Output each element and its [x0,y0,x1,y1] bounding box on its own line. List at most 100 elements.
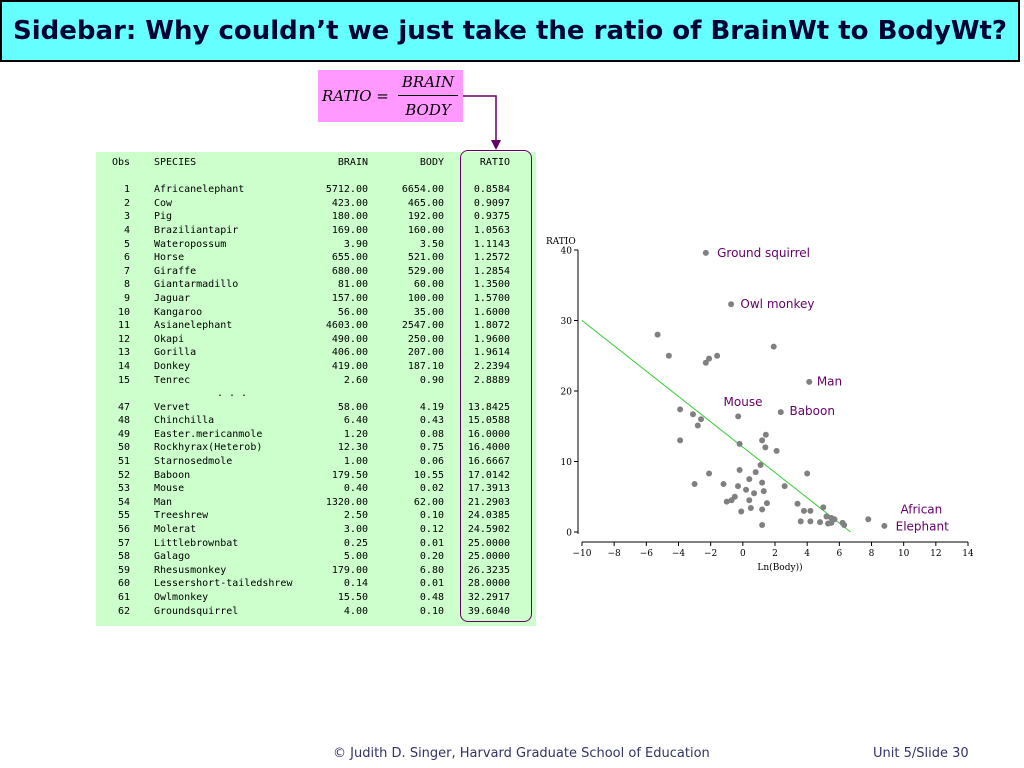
species-cell: Galago [154,551,191,563]
obs-cell: 57 [117,537,130,549]
data-point [694,422,701,429]
species-cell: Tenrec [154,374,191,386]
data-point [770,343,777,350]
data-point [760,488,767,495]
body-cell: 0.02 [419,483,444,495]
body-cell: 0.12 [419,524,444,536]
data-point [689,411,696,418]
brain-cell: 406.00 [331,347,368,359]
data-point [817,519,824,526]
obs-cell: 51 [117,456,130,468]
table-body-bottom: 47 Vervet 58.00 4.19 13.8425 48 Chinchilla 6.40… [96,401,510,619]
table-row: 50 Rockhyrax(Heterob) 12.30 0.75 16.4000 [96,441,510,455]
brain-cell: 56.00 [337,306,368,318]
obs-cell: 60 [117,578,130,590]
species-cell: Wateropossum [154,238,227,250]
table-row: 6 Horse 655.00 521.00 1.2572 [96,251,510,265]
ratio-cell: 24.0385 [467,510,510,522]
table-row: 56 Molerat 3.00 0.12 24.5902 [96,523,510,537]
ratio-formula: RATIO = BRAIN BODY [318,70,463,122]
ratio-cell: 0.8584 [473,184,510,196]
body-cell: 0.01 [419,578,444,590]
species-cell: Littlebrownbat [154,537,239,549]
data-point [746,497,753,504]
column-header: SPECIES [154,157,197,168]
obs-cell: 3 [123,211,130,223]
ratio-cell: 1.0563 [473,224,510,236]
obs-cell: 49 [117,428,130,440]
y-tick-label: 40 [561,247,573,257]
title-bar: Sidebar: Why couldn’t we just take the r… [0,0,1020,62]
y-axis-label: RATIO [546,237,576,247]
data-point [797,518,804,525]
x-tick-label: 6 [836,549,842,559]
brain-cell: 4.00 [343,605,368,617]
table-row: 51 Starnosedmole 1.00 0.06 16.6667 [96,455,510,469]
data-point [743,486,750,493]
data-point [677,437,684,444]
body-cell: 6.80 [419,564,444,576]
brain-cell: 0.40 [343,483,368,495]
data-point [806,378,813,385]
obs-cell: 58 [117,551,130,563]
table-row: 9 Jaguar 157.00 100.00 1.5700 [96,292,510,306]
point-annotation: Elephant [896,520,949,534]
data-point [807,507,814,514]
species-cell: Baboon [154,469,191,481]
obs-cell: 13 [117,347,130,359]
data-point [841,521,848,528]
species-cell: Gorilla [154,347,197,359]
formula-numerator: BRAIN [401,73,455,91]
data-point [714,352,721,359]
table-row: 48 Chinchilla 6.40 0.43 15.0588 [96,414,510,428]
species-cell: Donkey [154,360,191,372]
formula-denominator: BODY [405,101,451,119]
table-row: 61 Owlmonkey 15.50 0.48 32.2917 [96,591,510,605]
species-cell: Starnosedmole [154,456,233,468]
obs-cell: 6 [123,252,130,264]
species-cell: Rockhyrax(Heterob) [154,442,263,454]
body-cell: 0.10 [419,510,444,522]
point-annotation: Baboon [789,404,835,418]
plot-axes: 0 10 20 30 40 −10 −8 −6 −4 −2 0 2 4 6 8 10 12 14 RATIO Ln(B… [546,237,974,573]
obs-cell: 4 [123,224,130,236]
column-header: BRAIN [337,157,368,168]
obs-cell: 53 [117,483,130,495]
body-cell: 0.01 [419,537,444,549]
obs-cell: 56 [117,524,130,536]
column-header: BODY [419,157,444,168]
x-tick-label: 2 [772,549,778,559]
brain-cell: 3.90 [343,238,368,250]
ratio-cell: 26.3235 [467,564,510,576]
data-point [654,331,661,338]
ratio-cell: 0.9097 [473,197,510,209]
obs-cell: 62 [117,605,130,617]
brain-cell: 5.00 [343,551,368,563]
data-point [720,481,727,488]
obs-cell: 5 [123,238,130,250]
table-header-row: Obs SPECIES BRAIN BODY RATIO [96,156,510,170]
footer-slide-number: Unit 5/Slide 30 [873,746,969,761]
brain-cell: 15.50 [337,592,368,603]
brain-cell: 5712.00 [325,184,368,196]
data-point [736,440,743,447]
body-cell: 0.48 [419,592,444,603]
table-row: 3 Pig 180.00 192.00 0.9375 [96,210,510,224]
species-cell: Owlmonkey [154,592,209,603]
point-annotation: Man [817,374,842,388]
point-annotation: Ground squirrel [717,246,810,260]
body-cell: 521.00 [407,252,444,264]
species-cell: Kangaroo [154,306,203,318]
species-cell: Man [154,496,173,508]
obs-cell: 7 [123,265,130,277]
table-row: 11 Asianelephant 4603.00 2547.00 1.8072 [96,319,510,333]
data-point [865,516,872,523]
data-point [751,490,758,497]
data-point [757,462,764,469]
x-tick-label: −2 [704,549,717,559]
brain-cell: 3.00 [343,524,368,536]
obs-cell: 9 [123,292,130,304]
obs-cell: 14 [117,360,130,372]
body-cell: 160.00 [407,224,444,236]
species-cell: Groundsquirrel [154,605,239,617]
